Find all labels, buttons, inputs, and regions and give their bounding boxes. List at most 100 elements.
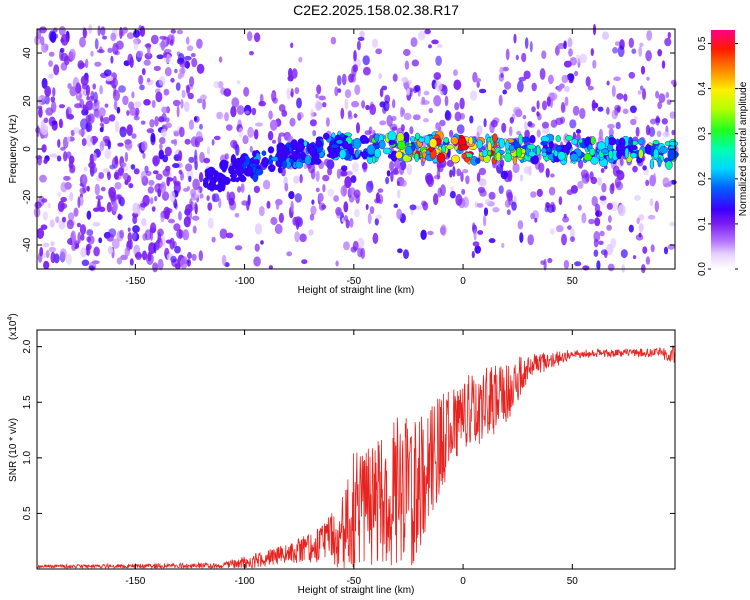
heatmap-ridge-cell [202,177,209,184]
heatmap-cell [638,214,645,221]
heatmap-cell [165,165,171,172]
heatmap-cell [176,29,184,35]
heatmap-ridge-cell [468,136,474,146]
heatmap-cell [39,36,45,46]
heatmap-ridge-cell [239,155,246,164]
heatmap-cell [379,120,387,126]
heatmap-cell [288,191,295,200]
heatmap-cell [622,108,629,115]
heatmap-cell [310,108,314,120]
heatmap-cell [599,230,605,237]
heatmap-cell [428,44,432,49]
heatmap-cell [426,175,434,188]
heatmap-cell [597,177,602,186]
heatmap-cell [240,183,245,193]
heatmap-cell [433,72,442,80]
heatmap-cell [104,148,112,159]
heatmap-ridge-cell [374,148,382,159]
heatmap-cell [108,114,116,122]
heatmap-cell [150,197,154,205]
heatmap-cell [77,196,81,209]
heatmap-cell [341,165,348,172]
heatmap-cell [632,165,638,173]
heatmap-ridge-cell [555,144,563,152]
heatmap-cell [234,213,240,218]
heatmap-cell [141,140,148,152]
heatmap-cell [174,68,178,74]
heatmap-ridge-cell [229,173,238,179]
heatmap-cell [122,95,129,106]
heatmap-cell [454,111,462,122]
heatmap-cell [48,60,53,67]
heatmap-cell [646,30,653,41]
heatmap-cell [558,196,563,206]
heatmap-cell [310,205,317,216]
heatmap-ridge-cell [601,148,609,155]
heatmap-ridge-cell [609,137,617,146]
heatmap-cell [292,216,299,226]
heatmap-cell [482,214,487,227]
heatmap-cell [484,198,491,205]
heatmap-cell [309,213,315,221]
heatmap-cell [163,51,167,58]
heatmap-cell [86,229,94,236]
heatmap-cell [354,208,360,218]
heatmap-cell [321,204,327,210]
heatmap-cell [146,128,154,134]
heatmap-ridge-cell [395,151,403,160]
snr-x-tick-label: -100 [235,576,255,587]
heatmap-cell [110,55,114,64]
heatmap-cell [574,261,582,267]
spectrogram-x-tick-label: 0 [460,276,466,287]
heatmap-cell [134,101,142,108]
heatmap-cell [274,223,283,235]
heatmap-cell [43,260,50,270]
heatmap-cell [40,224,48,230]
heatmap-cell [351,100,360,108]
colorbar-tick-label: 0.2 [697,171,708,185]
heatmap-cell [453,79,462,91]
heatmap-ridge-cell [352,137,362,149]
heatmap-cell [299,174,303,184]
heatmap-cell [66,219,74,230]
snr-y-label: SNR (10 * v/v) [8,418,19,482]
heatmap-cell [124,247,130,257]
heatmap-cell [404,60,410,70]
heatmap-ridge-cell [628,145,638,151]
heatmap-cell [312,130,317,137]
heatmap-cell [148,242,156,255]
heatmap-cell [178,211,182,221]
heatmap-cell [367,212,372,225]
heatmap-cell [291,68,298,79]
heatmap-cell [162,154,169,163]
heatmap-cell [614,41,621,46]
heatmap-cell [259,93,264,105]
heatmap-cell [42,242,50,248]
heatmap-cell [103,69,112,77]
heatmap-cell [515,54,519,61]
heatmap-cell [169,39,174,46]
heatmap-cell [318,95,326,101]
heatmap-cell [406,163,412,176]
heatmap-cell [216,111,224,120]
heatmap-cell [78,128,86,136]
heatmap-cell [131,91,135,99]
heatmap-cell [135,251,142,261]
heatmap-cell [603,249,608,259]
snr-series-line [36,344,676,570]
heatmap-cell [453,69,458,77]
heatmap-ridge-cell [589,147,596,156]
heatmap-cell [290,91,294,97]
heatmap-cell [169,190,176,203]
heatmap-cell [433,193,439,206]
heatmap-cell [607,263,615,272]
heatmap-cell [173,223,181,232]
heatmap-cell [505,189,513,198]
heatmap-cell [98,172,105,179]
heatmap-cell [650,244,655,253]
heatmap-cell [311,199,315,205]
heatmap-cell [195,131,203,143]
heatmap-cell [357,36,365,42]
heatmap-cell [178,126,185,138]
heatmap-cell [437,43,443,49]
